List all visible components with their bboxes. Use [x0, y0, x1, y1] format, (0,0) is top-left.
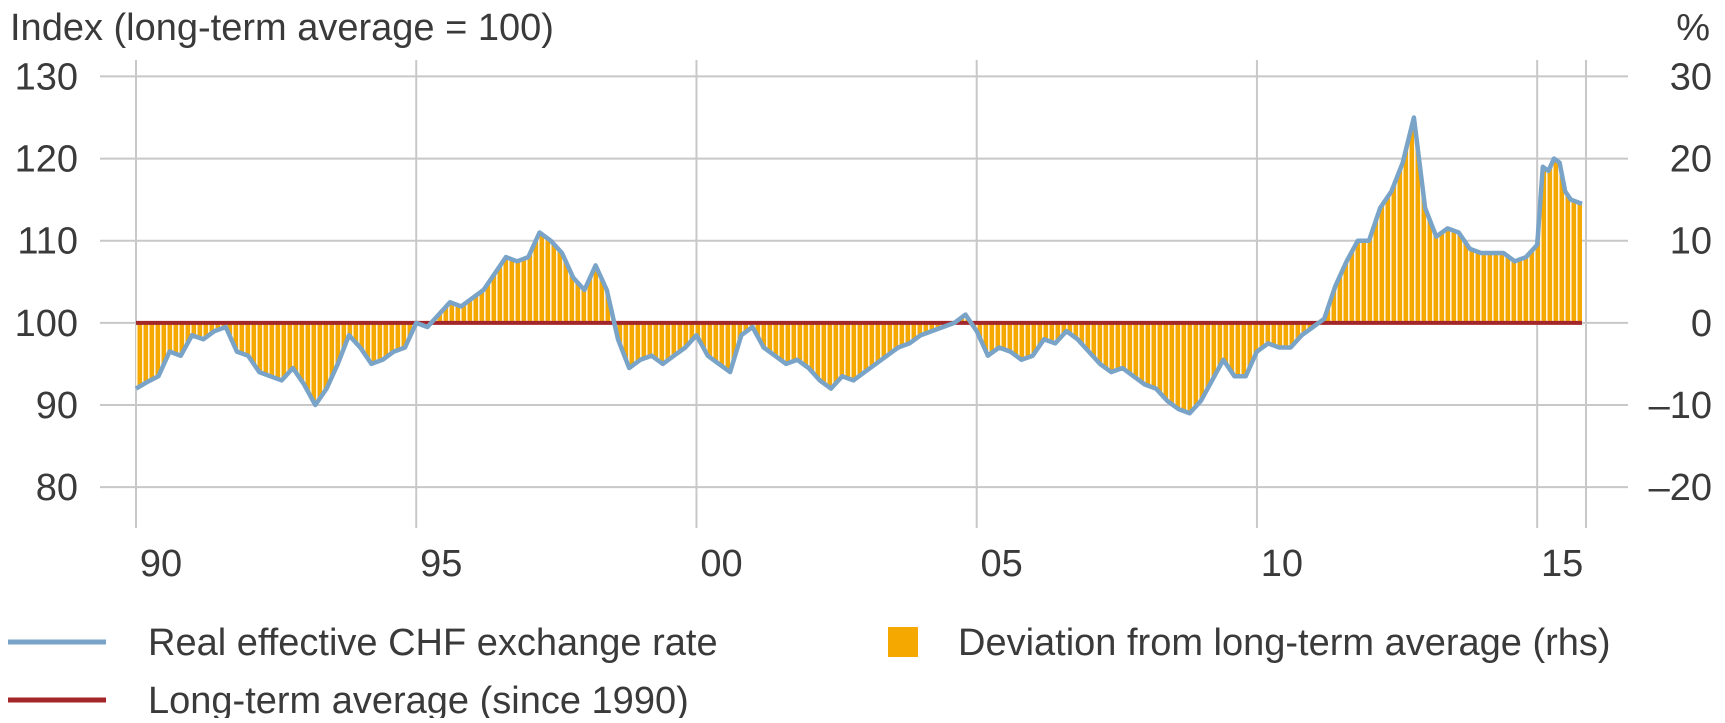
legend-label: Real effective CHF exchange rate — [148, 622, 718, 664]
y-tick-label-right: –10 — [1649, 385, 1712, 427]
y-tick-label-left: 90 — [36, 385, 78, 427]
y-axis-label-right: % — [1676, 7, 1710, 49]
y-tick-label-left: 120 — [15, 139, 78, 181]
x-tick-label: 90 — [140, 543, 182, 585]
legend-square-symbol — [888, 627, 918, 657]
deviation-area-layer — [136, 117, 1582, 414]
x-tick-label: 95 — [420, 543, 462, 585]
y-tick-label-right: –20 — [1649, 467, 1712, 509]
y-tick-label-right: 20 — [1670, 139, 1712, 181]
exchange-rate-line-layer — [134, 115, 1583, 416]
exchange-rate-line — [134, 115, 1583, 416]
y-tick-label-right: 10 — [1670, 221, 1712, 263]
x-tick-label: 00 — [700, 543, 742, 585]
tick-labels: 80 90 100 110 120 130 –20 –10 0 10 20 30 90 95 00 05 10 1… — [15, 56, 1712, 585]
legend-label: Deviation from long-term average (rhs) — [958, 622, 1611, 664]
deviation-area — [136, 117, 1582, 414]
y-tick-label-right: 0 — [1691, 303, 1712, 345]
legend: Real effective CHF exchange rate Deviatio… — [8, 622, 1611, 722]
y-axis-label-left: Index (long-term average = 100) — [10, 7, 554, 49]
x-tick-label: 15 — [1541, 543, 1583, 585]
y-tick-label-left: 100 — [15, 303, 78, 345]
y-tick-label-right: 30 — [1670, 56, 1712, 98]
y-tick-label-left: 130 — [15, 56, 78, 98]
legend-label: Long-term average (since 1990) — [148, 680, 689, 718]
x-tick-label: 05 — [981, 543, 1023, 585]
y-tick-label-left: 80 — [36, 467, 78, 509]
y-tick-label-left: 110 — [17, 221, 78, 263]
x-tick-label: 10 — [1261, 543, 1303, 585]
